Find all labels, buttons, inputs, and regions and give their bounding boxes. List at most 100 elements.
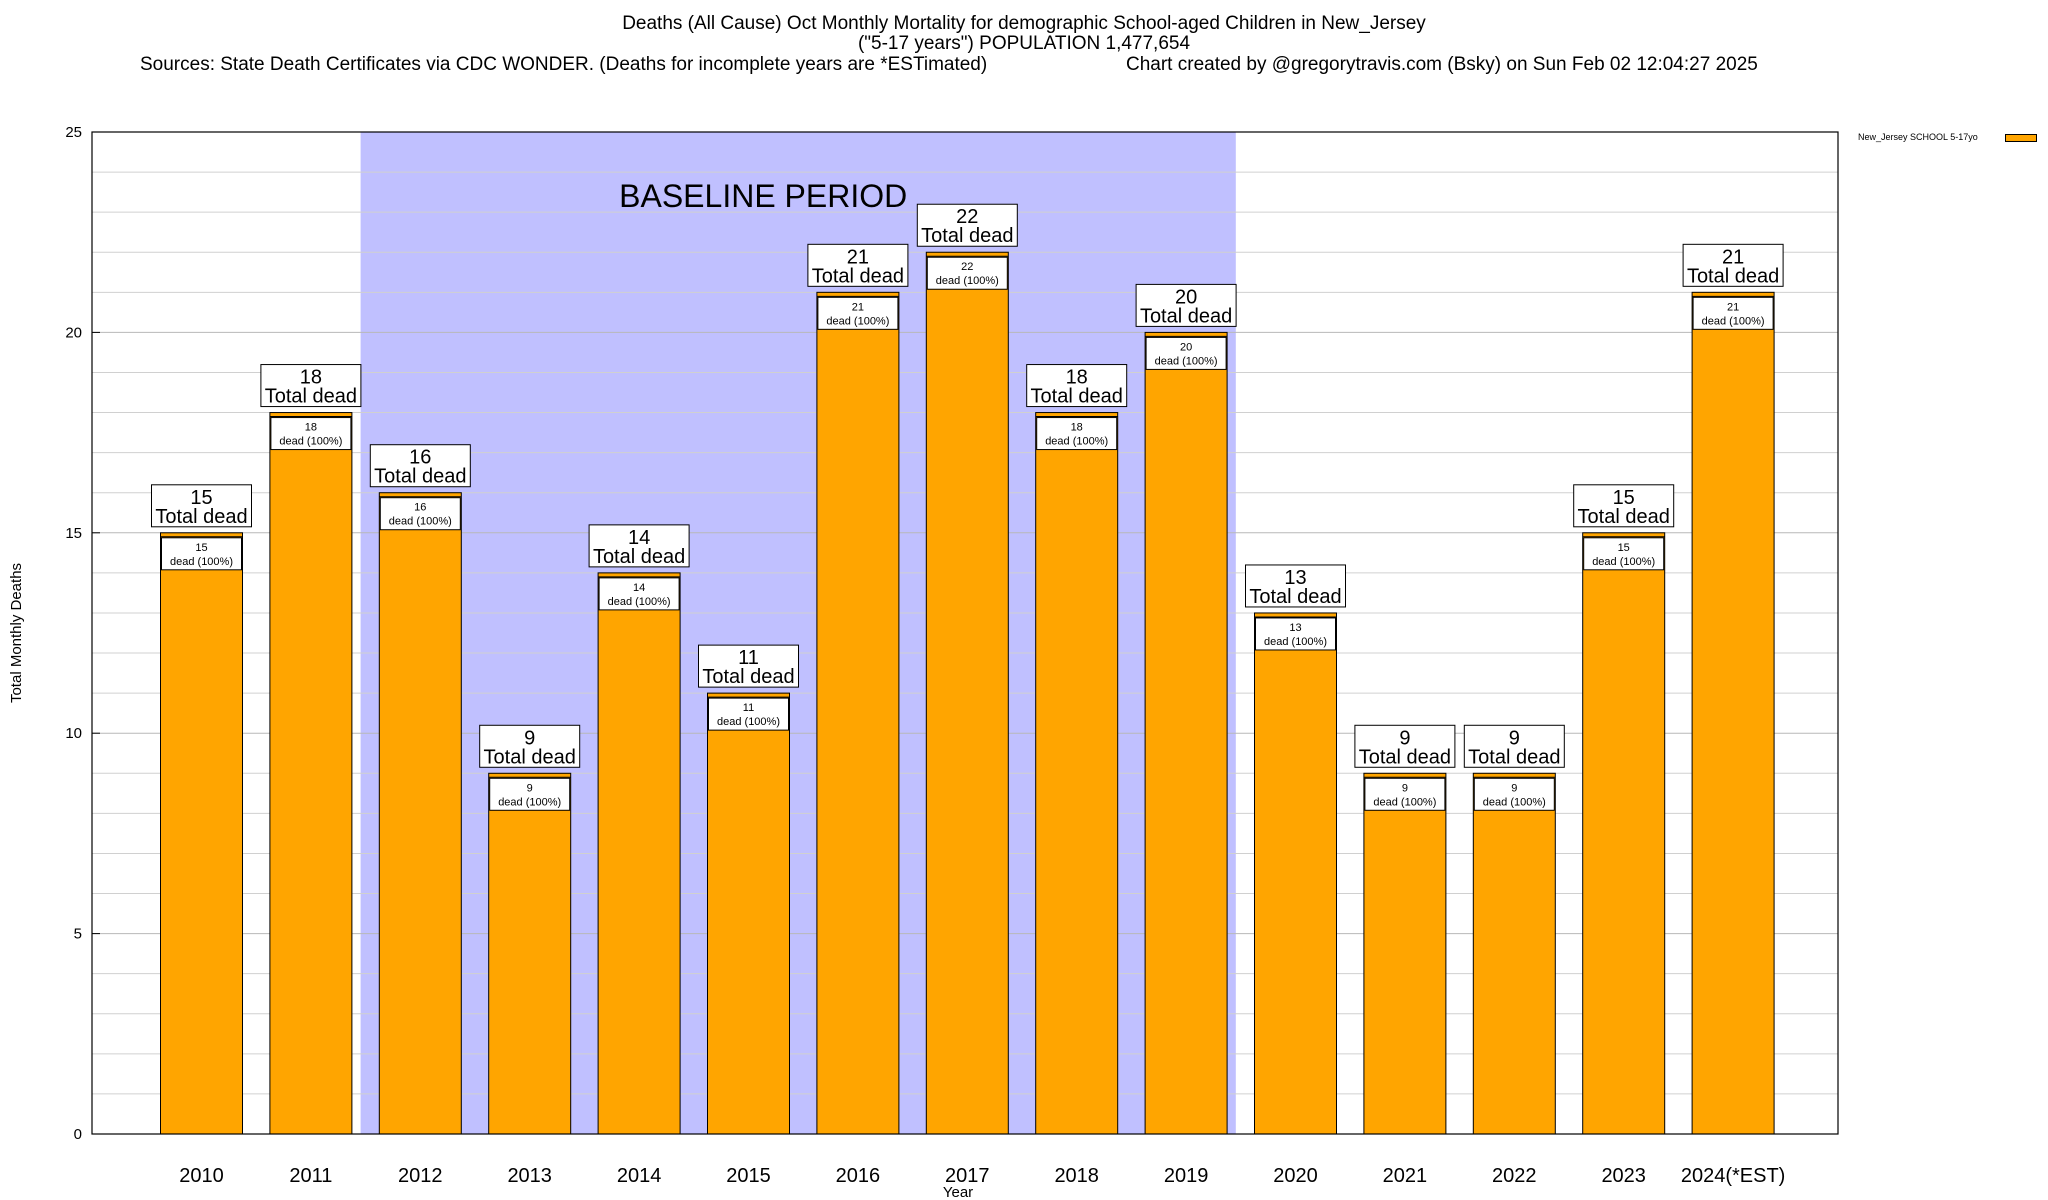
total-label-text: Total dead [265, 386, 357, 408]
bar [707, 692, 790, 1135]
inner-label-value: 14 [633, 582, 645, 594]
total-label-text: Total dead [702, 666, 794, 688]
x-tick-label: 2022 [1492, 1165, 1537, 1187]
chart-sources: Sources: State Death Certificates via CD… [140, 54, 988, 75]
inner-label-text: dead (100%) [498, 796, 561, 808]
total-label-box [369, 444, 471, 488]
total-label-text: Total dead [1031, 386, 1123, 408]
total-label-box [151, 484, 252, 528]
inner-label-value: 15 [195, 542, 207, 554]
chart-title: Deaths (All Cause) Oct Monthly Mortality… [622, 13, 1426, 34]
bar [269, 412, 353, 1135]
inner-label-value: 22 [961, 261, 973, 273]
inner-label-value: 16 [414, 502, 426, 514]
inner-label-box [1036, 417, 1118, 451]
legend-label: New_Jersey SCHOOL 5-17yo [1858, 132, 1978, 142]
total-label-box [1463, 724, 1565, 768]
inner-label-text: dead (100%) [1483, 796, 1546, 808]
inner-label-text: dead (100%) [608, 596, 671, 608]
y-tick-label: 0 [74, 1126, 82, 1143]
total-label-value: 16 [409, 447, 431, 469]
bar [1363, 772, 1447, 1135]
inner-label-text: dead (100%) [717, 716, 780, 728]
x-tick-label: 2021 [1383, 1165, 1428, 1187]
x-tick-label: 2020 [1273, 1165, 1318, 1187]
inner-label-text: dead (100%) [1045, 436, 1108, 448]
plot-frame [91, 131, 1839, 1135]
y-tick-label: 15 [65, 525, 82, 542]
total-label-text: Total dead [812, 265, 904, 287]
inner-label-box [1364, 777, 1446, 811]
total-label-text: Total dead [1249, 586, 1341, 608]
x-tick-label: 2016 [836, 1165, 881, 1187]
inner-label-value: 11 [743, 702, 754, 714]
total-label-value: 20 [1175, 286, 1197, 308]
bar [378, 492, 462, 1135]
total-label-text: Total dead [921, 225, 1013, 247]
inner-label-box [161, 537, 242, 571]
inner-label-text: dead (100%) [1592, 556, 1655, 568]
total-label-value: 18 [300, 367, 322, 389]
x-tick-label: 2018 [1054, 1165, 1099, 1187]
total-label-box [260, 364, 362, 408]
y-tick-label: 5 [74, 926, 82, 943]
x-tick-label: 2013 [507, 1165, 552, 1187]
x-tick-label: 2024(*EST) [1681, 1165, 1786, 1187]
inner-label-box [708, 697, 789, 731]
inner-label-text: dead (100%) [826, 315, 889, 327]
bar [816, 291, 900, 1135]
total-label-text: Total dead [593, 546, 685, 568]
bar [597, 572, 681, 1135]
inner-label-value: 9 [527, 782, 533, 794]
bar [1691, 291, 1775, 1135]
total-label-box [1245, 564, 1346, 608]
inner-label-text: dead (100%) [936, 275, 999, 287]
y-tick-label: 20 [65, 324, 82, 341]
total-label-text: Total dead [1578, 506, 1670, 528]
y-tick-label: 10 [65, 725, 82, 742]
inner-label-text: dead (100%) [389, 516, 452, 528]
inner-label-box [1692, 296, 1774, 330]
inner-label-value: 18 [1071, 422, 1083, 434]
x-tick-label: 2010 [179, 1165, 224, 1187]
inner-label-value: 13 [1289, 622, 1301, 634]
total-label-value: 9 [1509, 727, 1520, 749]
total-label-box [698, 644, 799, 688]
total-label-value: 15 [1613, 487, 1635, 509]
inner-label-box [1255, 617, 1336, 651]
total-label-text: Total dead [1687, 265, 1779, 287]
baseline-period-label: BASELINE PERIOD [619, 178, 907, 214]
total-label-value: 13 [1284, 567, 1306, 589]
inner-label-text: dead (100%) [279, 436, 342, 448]
total-label-value: 21 [847, 246, 869, 268]
x-tick-label: 2017 [945, 1165, 990, 1187]
inner-label-value: 21 [852, 301, 864, 313]
total-label-box [1682, 243, 1784, 287]
inner-label-value: 15 [1618, 542, 1630, 554]
bar [1035, 412, 1119, 1135]
total-label-box [1026, 364, 1128, 408]
bar [925, 251, 1009, 1135]
chart-subtitle-population: ("5-17 years") POPULATION 1,477,654 [857, 33, 1191, 54]
total-label-text: Total dead [374, 466, 466, 488]
total-label-value: 14 [628, 527, 650, 549]
inner-label-box [598, 577, 680, 611]
y-axis-label: Total Monthly Deaths [8, 563, 25, 703]
inner-label-box [926, 256, 1008, 290]
total-label-box [916, 203, 1018, 247]
bar [1582, 532, 1666, 1135]
total-label-box [1135, 283, 1237, 327]
inner-label-value: 9 [1402, 782, 1408, 794]
bar [160, 532, 243, 1135]
chart-credit: Chart created by @gregorytravis.com (Bsk… [1126, 54, 1758, 75]
inner-label-box [1583, 537, 1665, 571]
inner-label-box [489, 777, 571, 811]
total-label-text: Total dead [1468, 746, 1560, 768]
inner-label-value: 20 [1180, 341, 1192, 353]
inner-label-text: dead (100%) [1702, 315, 1765, 327]
bar [488, 772, 572, 1135]
x-tick-label: 2014 [617, 1165, 662, 1187]
bar [1254, 612, 1337, 1135]
total-label-value: 15 [190, 487, 212, 509]
